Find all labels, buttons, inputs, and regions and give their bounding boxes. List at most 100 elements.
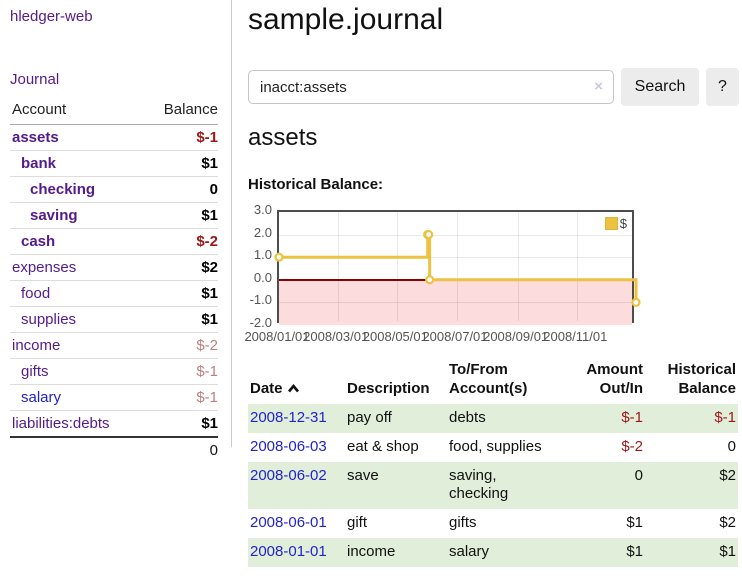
x-axis-tick-label: 2008/05/01	[362, 329, 428, 344]
sidebar-account-supplies[interactable]: supplies	[21, 311, 77, 328]
sidebar-account-food[interactable]: food	[21, 285, 51, 302]
account-row: bank $1	[10, 150, 218, 177]
gridline	[279, 234, 632, 236]
transaction-date-link[interactable]: 2008-01-01	[250, 543, 327, 560]
account-row: cash $-2	[10, 228, 218, 255]
help-button[interactable]: ?	[706, 68, 739, 106]
register-cell-accounts: saving, checking	[447, 462, 583, 509]
register-row: 2008-06-03 eat & shop food, supplies $-2 0	[248, 433, 738, 462]
accounts-total-row: 0	[10, 436, 218, 463]
x-axis-tick-label: 2008/03/01	[303, 329, 369, 344]
register-cell-date: 2008-06-03	[248, 433, 345, 462]
account-balance: $-1	[142, 384, 218, 411]
data-point	[425, 275, 435, 285]
sort-ascending-icon	[287, 383, 299, 393]
sidebar-account-assets[interactable]: assets	[12, 129, 59, 146]
spacer	[10, 436, 143, 463]
app-brand-link[interactable]: hledger-web	[10, 8, 93, 25]
sidebar-account-gifts[interactable]: gifts	[21, 363, 49, 380]
account-balance: $-2	[142, 332, 218, 359]
register-row: 2008-12-31 pay off debts $-1 $-1	[248, 404, 738, 433]
gridline	[457, 212, 458, 321]
sidebar-account-saving[interactable]: saving	[30, 207, 78, 224]
transaction-date-link[interactable]: 2008-06-03	[250, 438, 327, 455]
register-cell-amount: 0	[583, 462, 645, 509]
sidebar-account-salary[interactable]: salary	[21, 389, 62, 406]
register-cell-accounts: debts	[447, 404, 583, 433]
chart-title: Historical Balance:	[248, 176, 384, 193]
register-cell-balance: $1	[645, 538, 738, 567]
account-balance: $1	[142, 280, 218, 307]
search-box: ×	[248, 70, 614, 104]
sidebar-account-bank[interactable]: bank	[21, 155, 57, 172]
y-axis-tick-label: 2.0	[253, 224, 272, 240]
y-axis-tick-label: -2.0	[249, 315, 272, 330]
account-row: liabilities:debts $1	[10, 411, 218, 438]
transaction-date-link[interactable]: 2008-06-02	[250, 467, 327, 484]
search-input[interactable]	[248, 70, 614, 104]
legend-swatch	[604, 217, 618, 230]
account-row: saving $1	[10, 202, 218, 229]
data-point	[631, 297, 641, 308]
search-button[interactable]: Search	[621, 68, 699, 106]
y-axis-tick-label: 0.0	[253, 269, 272, 285]
accounts-table-header: Account Balance	[10, 101, 218, 125]
sidebar-account-expenses[interactable]: expenses	[12, 259, 77, 276]
account-balance: $-1	[142, 358, 218, 385]
account-row: income $-2	[10, 332, 218, 359]
register-cell-amount: $-2	[621, 438, 643, 455]
account-row: gifts $-1	[10, 358, 218, 385]
balance-column-header: Balance	[142, 101, 218, 125]
sidebar: hledger-web Journal Account Balance asse…	[0, 0, 232, 463]
register-cell-balance: $2	[719, 514, 736, 531]
legend-label: $	[619, 216, 627, 231]
sidebar-account-checking[interactable]: checking	[30, 181, 96, 198]
account-row: supplies $1	[10, 306, 218, 333]
gridline	[279, 257, 632, 259]
account-balance: $-2	[142, 228, 218, 255]
account-balance: $1	[142, 306, 218, 333]
sidebar-account-liabilities-debts[interactable]: liabilities:debts	[12, 415, 110, 432]
accounts-column-header: Account	[10, 101, 143, 125]
register-cell-description: pay off	[345, 404, 447, 433]
account-heading: assets	[248, 124, 318, 151]
register-cell-date: 2008-12-31	[248, 404, 345, 433]
account-balance: $-1	[142, 124, 218, 151]
gridline	[517, 212, 519, 321]
y-axis-tick-label: -1.0	[249, 292, 272, 308]
search-form: × Search ?	[248, 68, 742, 106]
column-header-amount: Amount Out/In	[586, 361, 643, 397]
transaction-date-link[interactable]: 2008-12-31	[250, 409, 327, 426]
register-cell-accounts: gifts	[449, 514, 477, 531]
register-row: 2008-06-02 save saving, checking 0 $2	[248, 462, 738, 509]
register-header-row: Date Description To/From Account(s) Amou…	[248, 358, 738, 404]
register-cell-date: 2008-06-01	[248, 509, 345, 538]
column-header-description: Description	[347, 380, 430, 397]
column-header-date[interactable]: Date	[248, 358, 345, 404]
register-cell-balance: $-1	[645, 404, 738, 433]
register-cell-amount: $1	[583, 538, 645, 567]
page-title: sample.journal	[248, 3, 444, 36]
chart-plot-area: $	[274, 210, 641, 325]
sidebar-item-journal[interactable]: Journal	[10, 71, 60, 88]
historical-balance-chart: $ 3.0 2.0 1.0 0.0 -1.0 -2.0 2008/01/01 2008/03…	[244, 203, 742, 353]
x-axis-tick-label: 2008/09/01	[483, 329, 549, 344]
register-cell-description: gift	[347, 514, 368, 531]
x-axis-tick-label: 2008/01/01	[244, 329, 310, 344]
account-balance: $2	[142, 254, 218, 281]
x-axis-tick-label: 2008/11/01	[543, 329, 608, 344]
sidebar-account-income[interactable]: income	[12, 337, 61, 354]
chart-legend: $	[604, 216, 627, 231]
data-point	[274, 252, 284, 262]
register-cell-description: income	[345, 538, 447, 567]
transaction-date-link[interactable]: 2008-06-01	[250, 514, 327, 531]
register-row: 2008-01-01 income salary $1 $1	[248, 538, 738, 567]
x-axis-tick-label: 2008/07/01	[422, 329, 488, 344]
register-row: 2008-06-01 gift gifts $1 $2	[248, 509, 738, 538]
register-cell-amount: $-1	[583, 404, 645, 433]
account-balance: $1	[201, 415, 218, 432]
register-cell-description: save	[345, 462, 447, 509]
gridline	[397, 212, 399, 321]
clear-search-icon[interactable]: ×	[594, 78, 603, 95]
sidebar-account-cash[interactable]: cash	[21, 233, 56, 250]
